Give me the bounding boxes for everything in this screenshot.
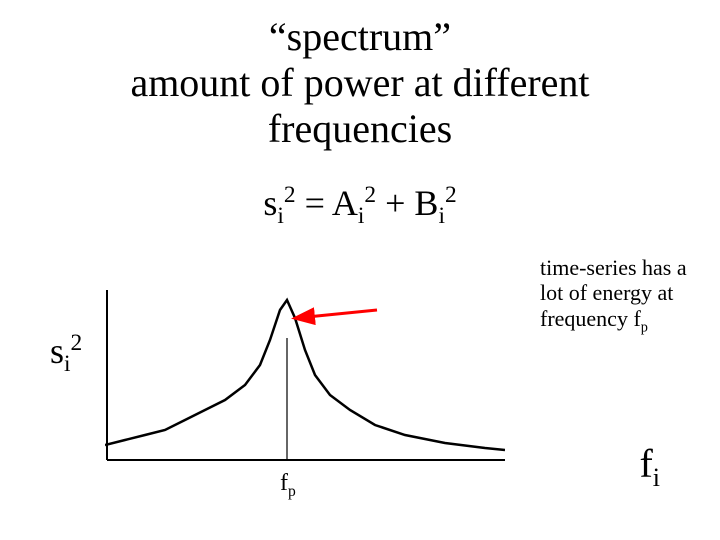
spectrum-curve — [105, 300, 505, 450]
fp-label: fp — [280, 470, 296, 501]
spectrum-chart — [105, 290, 505, 470]
equation: si2 = Ai2 + Bi2 — [0, 182, 720, 230]
fi-label: fi — [639, 440, 660, 493]
page-title: “spectrum” amount of power at different … — [0, 0, 720, 152]
y-axis-label: si2 — [50, 330, 82, 378]
title-line-3: frequencies — [0, 106, 720, 152]
annotation-text: time-series has a lot of energy at frequ… — [540, 255, 700, 335]
peak-arrow — [297, 310, 377, 318]
title-line-2: amount of power at different — [0, 60, 720, 106]
title-line-1: “spectrum” — [0, 14, 720, 60]
